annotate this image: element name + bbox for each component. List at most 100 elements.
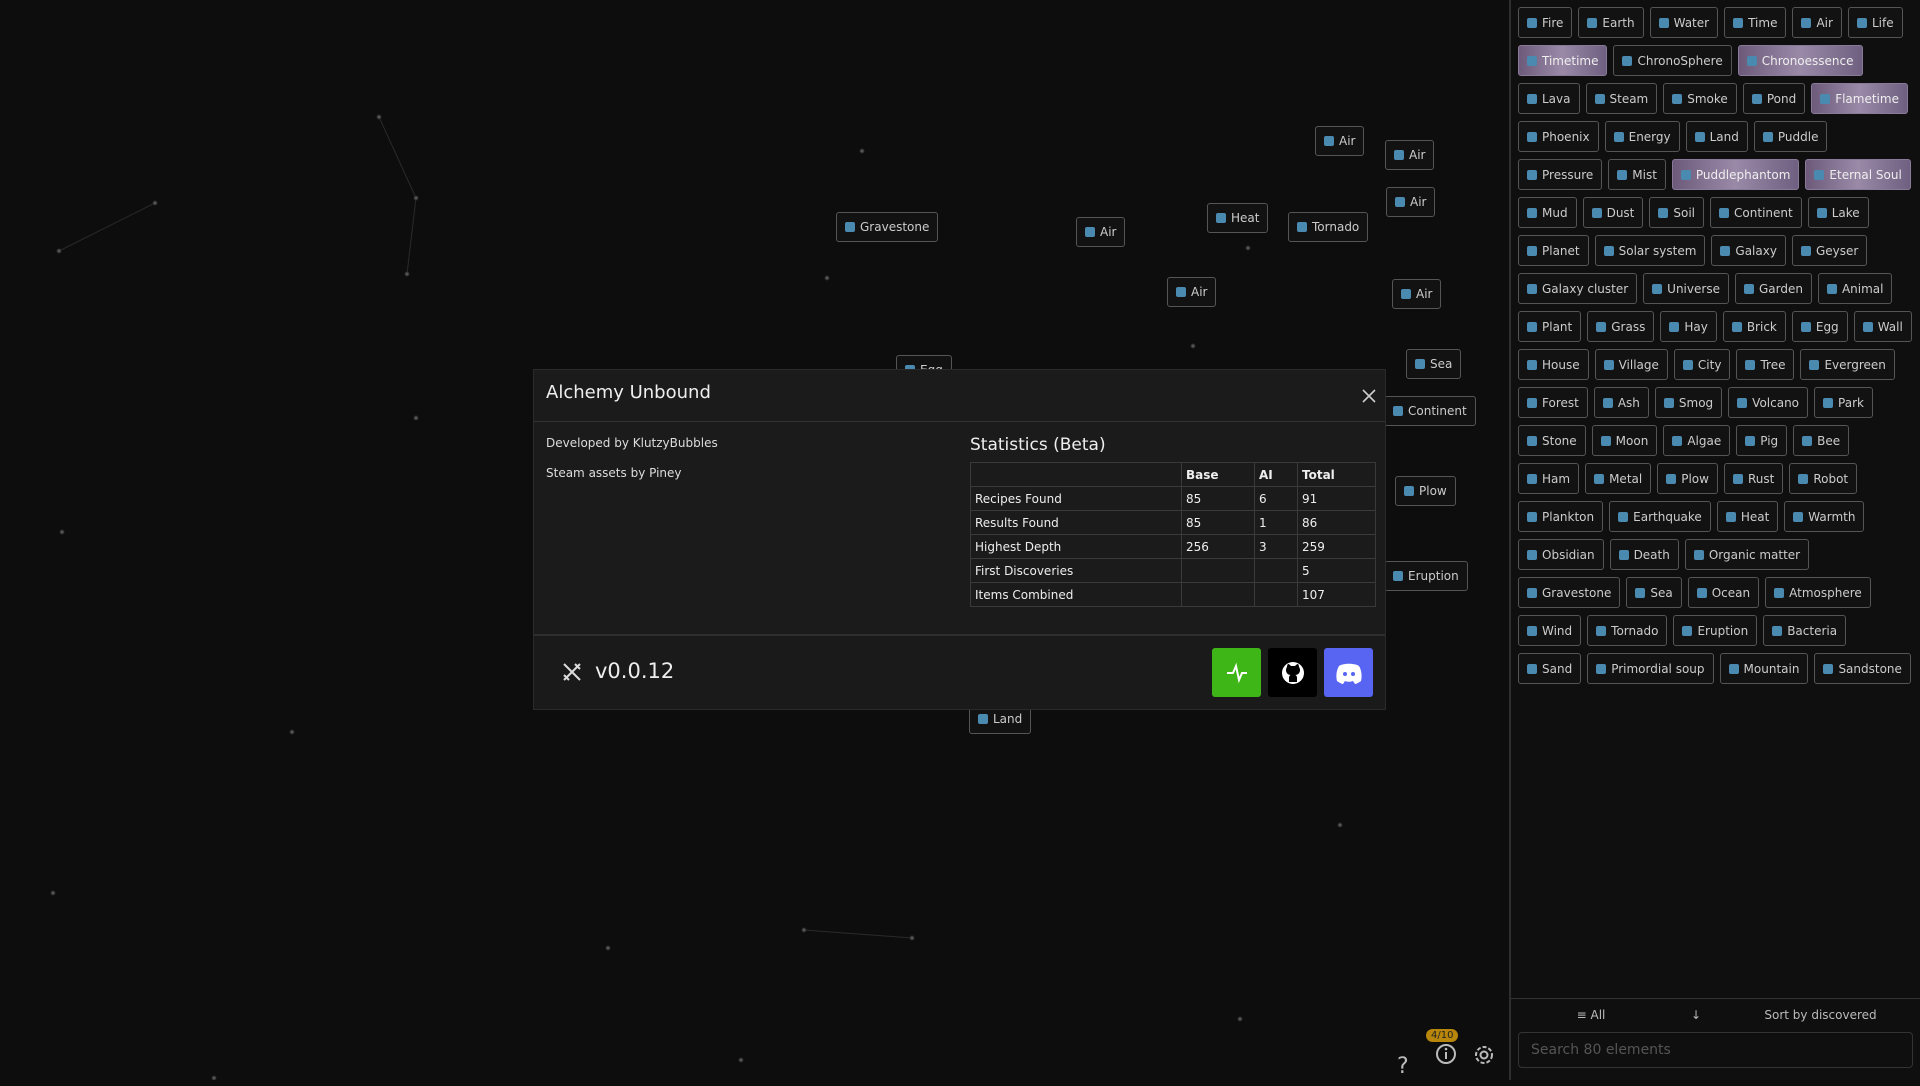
- element-chip[interactable]: Plankton: [1518, 501, 1604, 532]
- element-chip[interactable]: Sea: [1406, 349, 1462, 379]
- element-chip[interactable]: Fire: [1518, 7, 1573, 38]
- element-chip[interactable]: Moon: [1591, 425, 1658, 456]
- element-chip[interactable]: Galaxy cluster: [1518, 273, 1638, 304]
- element-chip[interactable]: Eternal Soul: [1805, 159, 1911, 190]
- element-chip[interactable]: Flametime: [1811, 83, 1908, 114]
- element-chip[interactable]: Ham: [1518, 463, 1580, 494]
- element-chip[interactable]: ChronoSphere: [1613, 45, 1732, 76]
- settings-button[interactable]: [1472, 1043, 1496, 1067]
- element-chip[interactable]: Organic matter: [1684, 539, 1810, 570]
- element-chip[interactable]: Gravestone: [836, 212, 939, 242]
- element-chip[interactable]: Algae: [1663, 425, 1731, 456]
- element-chip[interactable]: Eruption: [1673, 615, 1758, 646]
- element-chip[interactable]: Steam: [1585, 83, 1658, 114]
- element-chip[interactable]: Energy: [1604, 121, 1680, 152]
- element-chip[interactable]: Bacteria: [1763, 615, 1847, 646]
- element-chip[interactable]: Solar system: [1594, 235, 1706, 266]
- element-chip[interactable]: Land: [1685, 121, 1748, 152]
- element-chip[interactable]: Air: [1392, 279, 1442, 309]
- element-chip[interactable]: Grass: [1587, 311, 1655, 342]
- element-chip[interactable]: Tornado: [1288, 212, 1369, 242]
- element-chip[interactable]: Evergreen: [1800, 349, 1895, 380]
- github-button[interactable]: [1268, 648, 1317, 697]
- filter[interactable]: ≡ All: [1576, 1008, 1606, 1022]
- element-chip[interactable]: Atmosphere: [1765, 577, 1871, 608]
- element-chip[interactable]: Chronoessence: [1737, 45, 1863, 76]
- discord-button[interactable]: [1324, 648, 1373, 697]
- element-chip[interactable]: Warmth: [1784, 501, 1865, 532]
- element-chip[interactable]: Primordial soup: [1587, 653, 1714, 684]
- element-chip[interactable]: Park: [1814, 387, 1873, 418]
- element-chip[interactable]: Stone: [1518, 425, 1586, 456]
- canvas[interactable]: ? 4/10 Gravestone Air Heat Tornado Air Air Air…: [0, 0, 1509, 1080]
- element-chip[interactable]: Earthquake: [1609, 501, 1711, 532]
- element-chip[interactable]: Pond: [1742, 83, 1806, 114]
- element-chip[interactable]: Pressure: [1518, 159, 1603, 190]
- element-chip[interactable]: Air: [1792, 7, 1842, 38]
- sort[interactable]: Sort by discovered: [1764, 1008, 1877, 1022]
- search-input[interactable]: Search 80 elements: [1518, 1032, 1913, 1068]
- element-chip[interactable]: Rust: [1723, 463, 1784, 494]
- help-button[interactable]: ?: [1397, 1054, 1409, 1079]
- element-chip[interactable]: Puddlephantom: [1671, 159, 1800, 190]
- element-chip[interactable]: Wall: [1853, 311, 1912, 342]
- element-chip[interactable]: Air: [1167, 277, 1217, 307]
- element-chip[interactable]: Brick: [1722, 311, 1786, 342]
- element-chip[interactable]: Galaxy: [1711, 235, 1786, 266]
- element-chip[interactable]: Dust: [1582, 197, 1644, 228]
- element-chip[interactable]: Pig: [1736, 425, 1788, 456]
- sort-direction[interactable]: ↓: [1690, 1008, 1702, 1022]
- element-chip[interactable]: City: [1673, 349, 1731, 380]
- element-chip[interactable]: Universe: [1643, 273, 1729, 304]
- element-chip[interactable]: Smoke: [1663, 83, 1737, 114]
- element-chip[interactable]: Volcano: [1728, 387, 1809, 418]
- element-chip[interactable]: Obsidian: [1518, 539, 1604, 570]
- element-chip[interactable]: Sandstone: [1814, 653, 1911, 684]
- element-chip[interactable]: Plow: [1395, 476, 1456, 506]
- element-chip[interactable]: Forest: [1518, 387, 1588, 418]
- element-chip[interactable]: Mist: [1608, 159, 1666, 190]
- element-chip[interactable]: Continent: [1710, 197, 1802, 228]
- element-chip[interactable]: Continent: [1384, 396, 1476, 426]
- element-chip[interactable]: Sand: [1518, 653, 1582, 684]
- element-chip[interactable]: Soil: [1649, 197, 1705, 228]
- element-chip[interactable]: Heat: [1716, 501, 1779, 532]
- element-chip[interactable]: Water: [1649, 7, 1719, 38]
- element-chip[interactable]: Sea: [1626, 577, 1682, 608]
- element-chip[interactable]: Ash: [1593, 387, 1649, 418]
- close-button[interactable]: [1361, 388, 1377, 404]
- element-chip[interactable]: Smog: [1654, 387, 1723, 418]
- element-chip[interactable]: Metal: [1585, 463, 1652, 494]
- element-chip[interactable]: Air: [1385, 140, 1435, 170]
- element-chip[interactable]: Bee: [1793, 425, 1850, 456]
- element-chip[interactable]: Heat: [1207, 203, 1269, 233]
- element-chip[interactable]: Time: [1724, 7, 1787, 38]
- element-chip[interactable]: Plow: [1657, 463, 1718, 494]
- element-chip[interactable]: House: [1518, 349, 1589, 380]
- element-chip[interactable]: Lava: [1518, 83, 1580, 114]
- element-chip[interactable]: Animal: [1817, 273, 1893, 304]
- element-chip[interactable]: Death: [1609, 539, 1679, 570]
- element-chip[interactable]: Tree: [1736, 349, 1795, 380]
- element-chip[interactable]: Earth: [1578, 7, 1644, 38]
- element-chip[interactable]: Air: [1386, 187, 1436, 217]
- element-chip[interactable]: Puddle: [1753, 121, 1828, 152]
- element-chip[interactable]: Egg: [1791, 311, 1848, 342]
- element-chip[interactable]: Air: [1076, 217, 1126, 247]
- element-chip[interactable]: Garden: [1734, 273, 1812, 304]
- element-chip[interactable]: Eruption: [1384, 561, 1468, 591]
- info-button[interactable]: [1435, 1043, 1457, 1065]
- element-chip[interactable]: Wind: [1518, 615, 1582, 646]
- element-chip[interactable]: Geyser: [1791, 235, 1868, 266]
- element-chip[interactable]: Plant: [1518, 311, 1582, 342]
- element-chip[interactable]: Timetime: [1518, 45, 1608, 76]
- status-button[interactable]: [1212, 648, 1261, 697]
- element-chip[interactable]: Mud: [1518, 197, 1577, 228]
- element-chip[interactable]: Phoenix: [1518, 121, 1599, 152]
- element-chip[interactable]: Air: [1315, 126, 1365, 156]
- element-chip[interactable]: Planet: [1518, 235, 1589, 266]
- element-chip[interactable]: Life: [1847, 7, 1903, 38]
- element-chip[interactable]: Robot: [1789, 463, 1858, 494]
- element-chip[interactable]: Ocean: [1687, 577, 1760, 608]
- element-chip[interactable]: Lake: [1807, 197, 1869, 228]
